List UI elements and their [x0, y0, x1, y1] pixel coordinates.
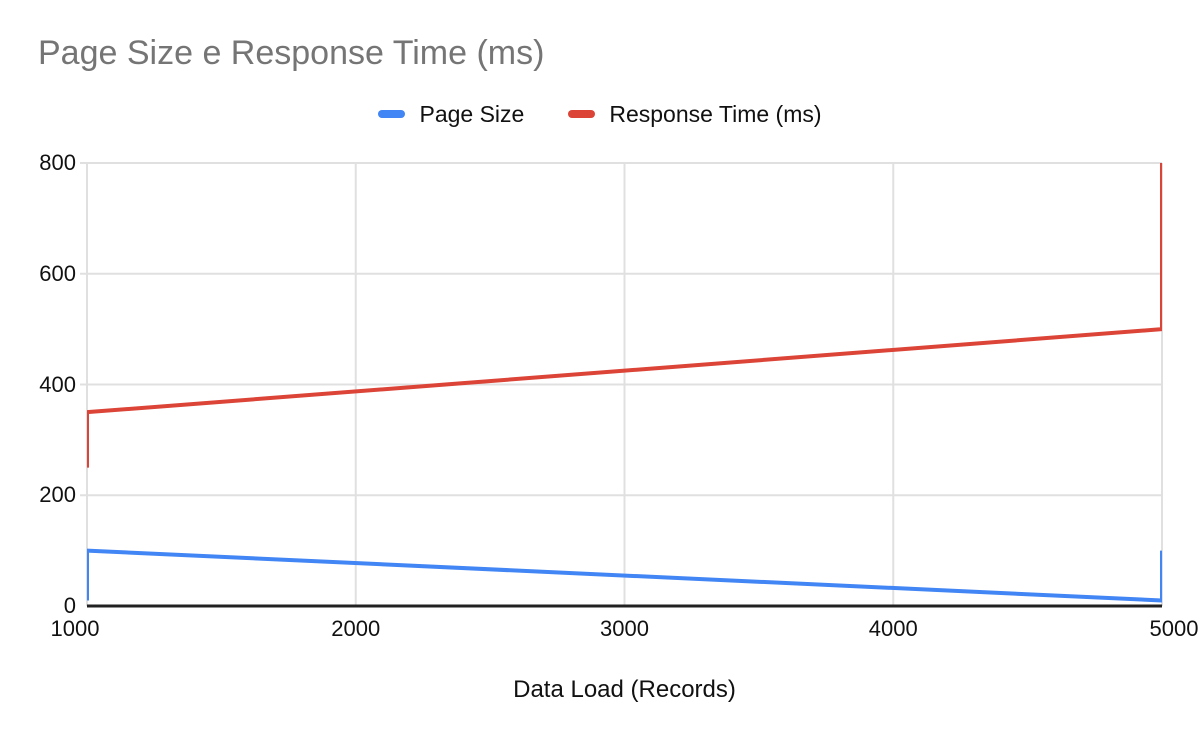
x-tick-label: 4000	[868, 616, 918, 641]
y-tick-label: 800	[39, 150, 76, 175]
x-tick-label: 2000	[331, 616, 381, 641]
x-tick-label: 1000	[50, 616, 100, 641]
y-tick-label: 600	[39, 260, 76, 286]
x-tick-label: 3000	[600, 616, 649, 641]
series-line-response-time-ms	[87, 163, 1162, 468]
legend-label-response-time: Response Time (ms)	[609, 100, 822, 127]
y-tick-label: 400	[39, 371, 76, 397]
x-axis-title: Data Load (Records)	[513, 676, 736, 703]
y-tick-label: 0	[63, 593, 76, 618]
chart-title: Page Size e Response Time (ms)	[38, 34, 545, 72]
legend-swatch-page-size-icon	[378, 110, 406, 118]
series-line-page-size	[87, 548, 1162, 603]
legend-item-response-time: Response Time (ms)	[568, 100, 822, 128]
chart-legend: Page Size Response Time (ms)	[0, 100, 1200, 128]
legend-swatch-response-time-icon	[568, 110, 596, 118]
legend-item-page-size: Page Size	[378, 101, 524, 128]
legend-label-page-size: Page Size	[419, 100, 525, 127]
y-tick-label: 200	[39, 482, 76, 508]
x-tick-label: 5000	[1149, 616, 1199, 641]
